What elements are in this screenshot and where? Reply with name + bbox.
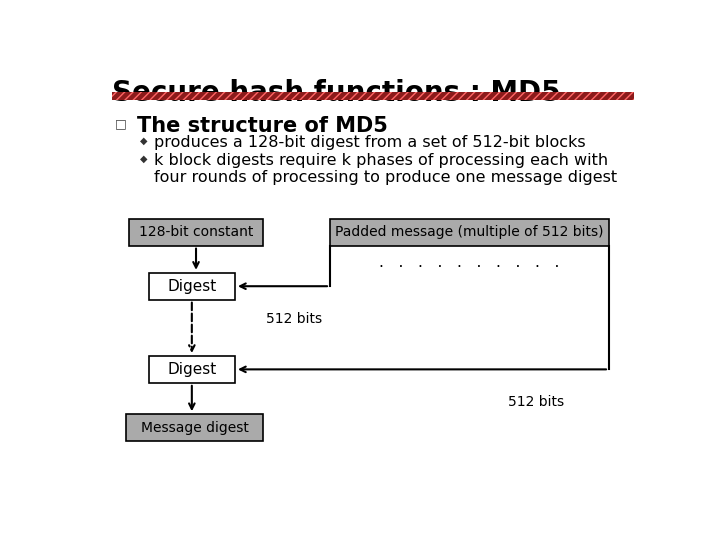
- Text: The structure of MD5: The structure of MD5: [138, 116, 388, 136]
- Bar: [148, 273, 235, 300]
- Text: .   .   .   .   .   .   .   .   .   .: . . . . . . . . . .: [379, 255, 559, 270]
- Text: Digest: Digest: [167, 362, 217, 377]
- Bar: [112, 92, 634, 100]
- Text: ◆: ◆: [140, 136, 148, 145]
- Bar: [112, 92, 634, 100]
- Bar: [148, 356, 235, 383]
- Text: 512 bits: 512 bits: [508, 395, 564, 409]
- Bar: [129, 219, 263, 246]
- Text: 512 bits: 512 bits: [266, 312, 322, 326]
- Bar: [330, 219, 609, 246]
- Text: Message digest: Message digest: [140, 421, 248, 435]
- Text: k block digests require k phases of processing each with: k block digests require k phases of proc…: [154, 153, 608, 168]
- Text: Secure hash functions : MD5: Secure hash functions : MD5: [112, 79, 561, 107]
- Text: 128-bit constant: 128-bit constant: [139, 225, 253, 239]
- Bar: [126, 414, 263, 441]
- Text: Padded message (multiple of 512 bits): Padded message (multiple of 512 bits): [336, 225, 603, 239]
- Text: four rounds of processing to produce one message digest: four rounds of processing to produce one…: [154, 170, 617, 185]
- Text: Digest: Digest: [167, 279, 217, 294]
- Text: produces a 128-bit digest from a set of 512-bit blocks: produces a 128-bit digest from a set of …: [154, 136, 586, 151]
- Text: □: □: [115, 117, 127, 130]
- Text: ◆: ◆: [140, 153, 148, 164]
